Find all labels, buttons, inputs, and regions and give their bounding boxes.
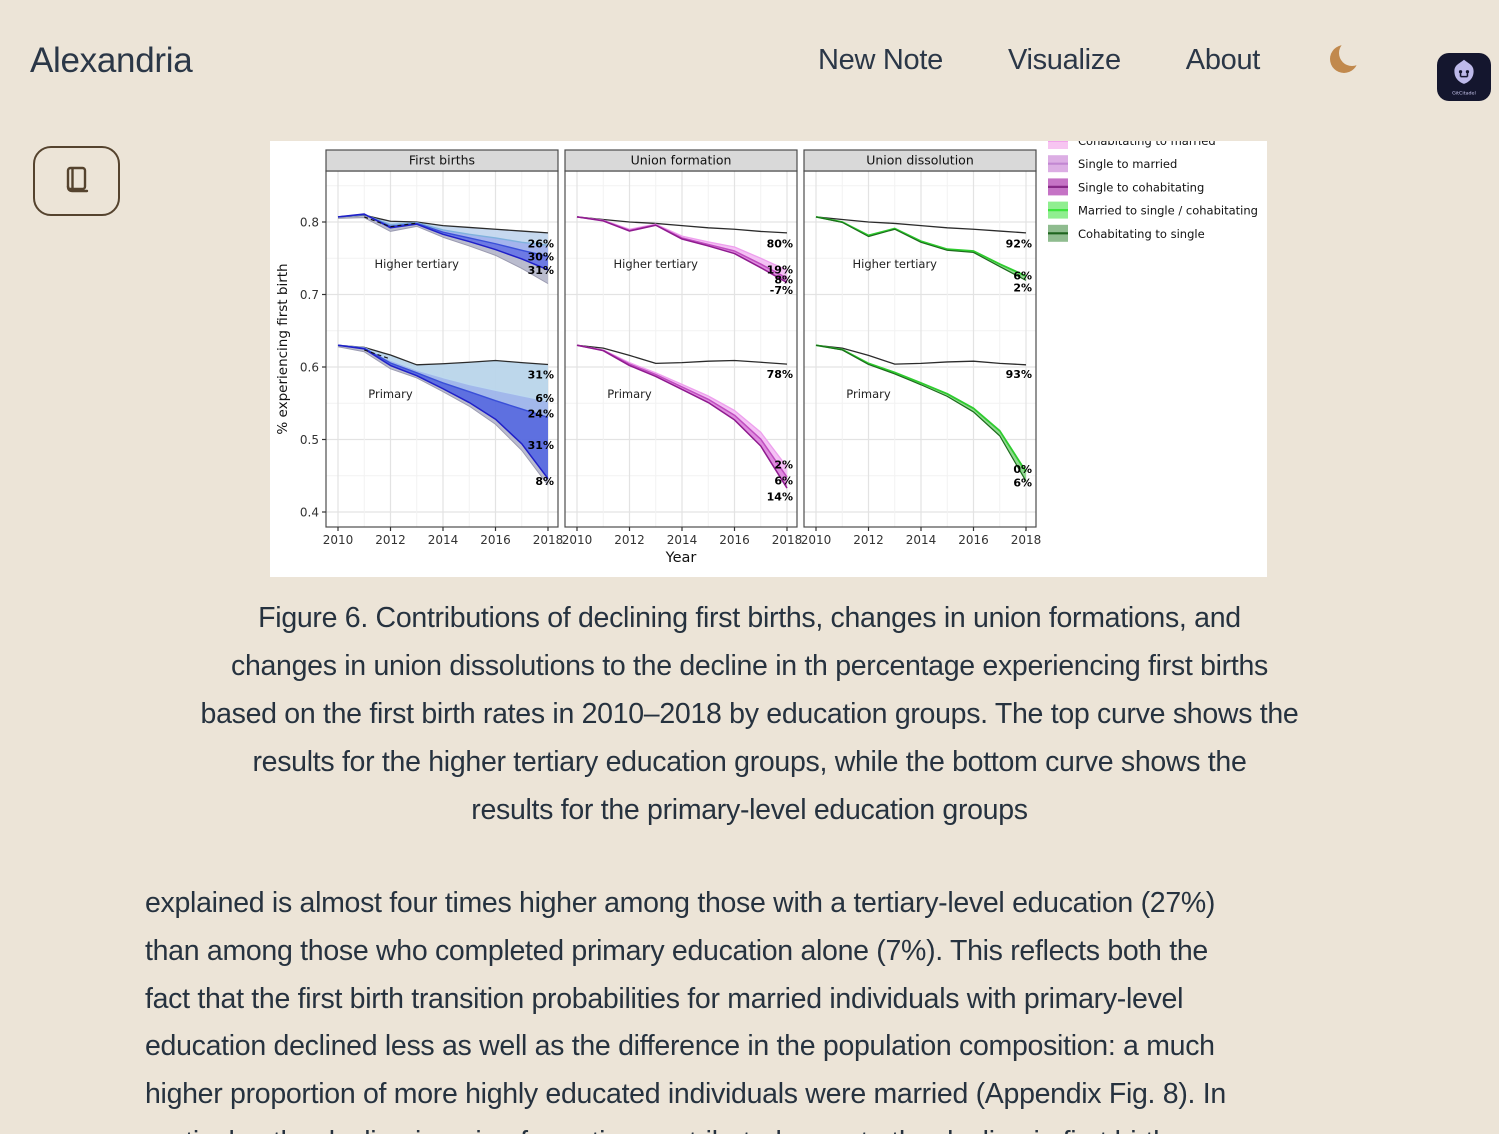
svg-text:Union dissolution: Union dissolution xyxy=(866,153,974,168)
svg-text:2014: 2014 xyxy=(906,533,937,547)
svg-text:26%: 26% xyxy=(528,237,554,250)
brand-title[interactable]: Alexandria xyxy=(30,41,193,80)
svg-text:2012: 2012 xyxy=(375,533,406,547)
svg-text:0.5: 0.5 xyxy=(300,433,319,447)
svg-text:2018: 2018 xyxy=(1011,533,1042,547)
svg-text:24%: 24% xyxy=(528,407,554,420)
svg-text:% experiencing first birth: % experiencing first birth xyxy=(275,263,291,434)
svg-text:0%: 0% xyxy=(1013,463,1032,476)
svg-text:31%: 31% xyxy=(528,369,554,382)
svg-text:First births: First births xyxy=(409,153,475,168)
svg-text:Higher tertiary: Higher tertiary xyxy=(375,257,460,271)
dark-mode-toggle[interactable] xyxy=(1330,40,1366,75)
svg-text:19%: 19% xyxy=(767,263,793,276)
svg-text:2010: 2010 xyxy=(562,533,593,547)
gitcitadel-logo-icon: GitCitadel xyxy=(1452,59,1476,96)
badge-label: GitCitadel xyxy=(1452,90,1476,96)
svg-text:2012: 2012 xyxy=(614,533,645,547)
svg-text:31%: 31% xyxy=(528,264,554,277)
svg-text:8%: 8% xyxy=(535,475,554,488)
svg-text:-7%: -7% xyxy=(770,284,793,297)
svg-text:0.6: 0.6 xyxy=(300,361,319,375)
figure-chart: Higher tertiary26%30%31%Primary31%6%24%3… xyxy=(275,141,1258,566)
svg-text:31%: 31% xyxy=(528,439,554,452)
svg-text:30%: 30% xyxy=(528,250,554,263)
svg-text:2010: 2010 xyxy=(323,533,354,547)
svg-text:2%: 2% xyxy=(774,459,793,472)
figure-image: Higher tertiary 26% 30% 31% Primary 31% 6% 24% 3… xyxy=(270,141,1267,577)
svg-text:Single to cohabitating: Single to cohabitating xyxy=(1078,180,1204,194)
main-nav: New Note Visualize About GitCitadel xyxy=(818,40,1492,101)
svg-text:80%: 80% xyxy=(767,237,793,250)
svg-text:6%: 6% xyxy=(535,392,554,405)
article-paragraph: explained is almost four times higher am… xyxy=(145,887,1226,1134)
nav-new-note[interactable]: New Note xyxy=(818,44,943,76)
svg-text:78%: 78% xyxy=(767,368,793,381)
nav-about[interactable]: About xyxy=(1185,44,1261,76)
reader-mode-button[interactable] xyxy=(33,146,120,216)
gitcitadel-badge[interactable]: GitCitadel xyxy=(1437,53,1492,101)
svg-text:8%: 8% xyxy=(774,274,793,287)
svg-text:2016: 2016 xyxy=(480,533,511,547)
svg-text:Cohabitating to single: Cohabitating to single xyxy=(1078,227,1205,241)
svg-text:Year: Year xyxy=(665,550,697,566)
svg-text:2012: 2012 xyxy=(853,533,884,547)
svg-text:6%: 6% xyxy=(774,474,793,487)
svg-text:92%: 92% xyxy=(1006,237,1032,250)
nav-visualize[interactable]: Visualize xyxy=(1007,44,1121,76)
svg-text:Primary: Primary xyxy=(368,387,413,401)
svg-text:2018: 2018 xyxy=(772,533,803,547)
svg-text:0.4: 0.4 xyxy=(300,506,319,520)
svg-text:Married to single / cohabitati: Married to single / cohabitating xyxy=(1078,204,1258,218)
svg-text:6%: 6% xyxy=(1013,477,1032,490)
svg-text:2014: 2014 xyxy=(428,533,459,547)
svg-text:Union formation: Union formation xyxy=(631,153,732,168)
svg-text:2018: 2018 xyxy=(533,533,564,547)
svg-text:14%: 14% xyxy=(767,490,793,503)
svg-text:2%: 2% xyxy=(1013,281,1032,294)
svg-text:Higher tertiary: Higher tertiary xyxy=(853,257,938,271)
svg-text:6%: 6% xyxy=(1013,269,1032,282)
svg-text:Primary: Primary xyxy=(846,387,891,401)
figure-caption: Figure 6. Contributions of declining fir… xyxy=(200,602,1299,826)
svg-text:Cohabitating to married: Cohabitating to married xyxy=(1078,141,1216,148)
svg-text:2014: 2014 xyxy=(667,533,698,547)
svg-text:Single to married: Single to married xyxy=(1078,157,1177,171)
svg-text:0.8: 0.8 xyxy=(300,216,319,230)
svg-text:0.7: 0.7 xyxy=(300,288,319,302)
book-icon xyxy=(66,166,88,193)
svg-text:93%: 93% xyxy=(1006,368,1032,381)
svg-text:Higher tertiary: Higher tertiary xyxy=(614,257,699,271)
svg-text:2016: 2016 xyxy=(958,533,989,547)
svg-text:2016: 2016 xyxy=(719,533,750,547)
svg-text:2010: 2010 xyxy=(801,533,832,547)
svg-text:Primary: Primary xyxy=(607,387,652,401)
